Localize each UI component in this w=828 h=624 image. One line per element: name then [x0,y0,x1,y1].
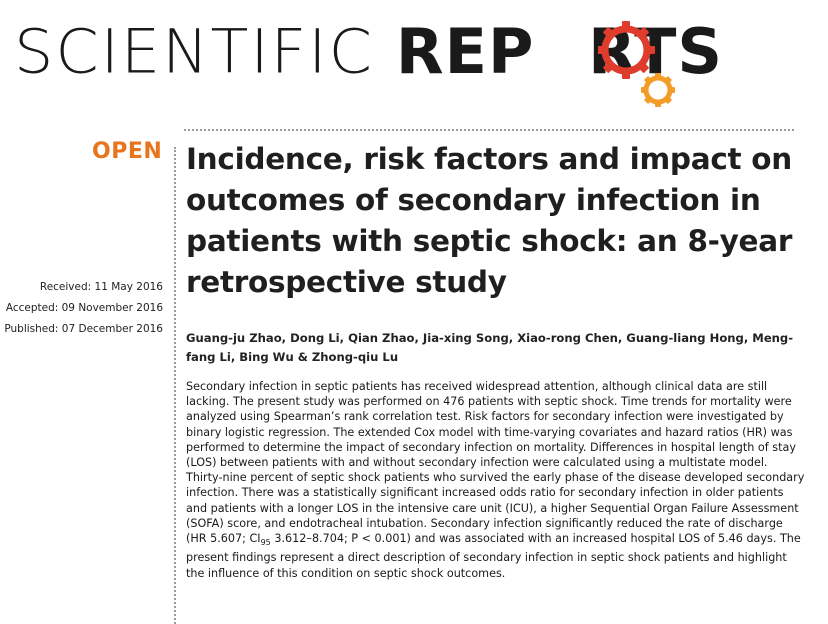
accepted-date: Accepted: 09 November 2016 [5,302,163,314]
journal-name-bold-o: O [534,12,588,92]
journal-name-bold-start: REP [395,15,535,88]
article-dates: Received: 11 May 2016 Accepted: 09 Novem… [4,277,163,340]
author-list: Guang-ju Zhao, Dong Li, Qian Zhao, Jia-x… [186,331,794,364]
ci-subscript: 95 [260,538,271,548]
gears-logo-icon [598,21,675,107]
abstract-text-part2: 3.612–8.704; P < 0.001) and was associat… [186,532,801,580]
small-gear-icon [641,73,675,107]
published-date: Published: 07 December 2016 [4,323,163,335]
column-divider [174,147,176,624]
journal-name-light: SCIENTIFIC [14,15,374,88]
header-divider [184,129,794,131]
large-gear-icon [598,21,655,79]
abstract-text-part1: Secondary infection in septic patients h… [186,380,805,546]
journal-masthead: SCIENTIFICREPORTS [14,12,814,92]
received-date: Received: 11 May 2016 [39,281,163,293]
open-access-label: OPEN [92,139,163,164]
article-title: Incidence, risk factors and impact on ou… [186,142,793,299]
abstract: Secondary infection in septic patients h… [186,379,806,581]
